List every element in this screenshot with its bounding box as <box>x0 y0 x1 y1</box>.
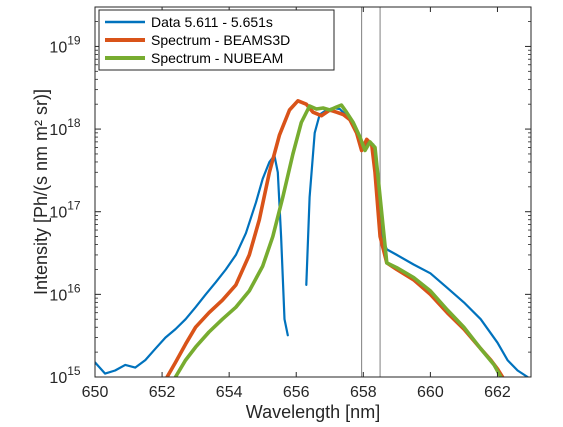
series-line-2-0 <box>173 103 503 377</box>
y-axis-label: Intensity [Ph/(s nm m² sr)] <box>31 89 51 295</box>
legend-label-0: Data 5.611 - 5.651s <box>151 14 273 30</box>
x-tick-label: 660 <box>417 384 444 401</box>
y-tick-label: 1018 <box>49 116 80 139</box>
y-tick-label: 1017 <box>49 199 80 222</box>
y-tick-label: 1019 <box>49 33 80 56</box>
series-line-1-0 <box>165 99 505 377</box>
plot-frame <box>94 6 532 378</box>
legend-label-1: Spectrum - BEAMS3D <box>151 32 290 48</box>
legend: Data 5.611 - 5.651s Spectrum - BEAMS3D Spe… <box>98 9 335 71</box>
series-group <box>95 99 529 377</box>
x-tick-label: 652 <box>149 384 176 401</box>
y-tick-label: 1015 <box>49 364 80 387</box>
y-axis-ticks: 1015 1016 1017 1018 1019 <box>49 6 531 387</box>
x-tick-label: 654 <box>216 384 243 401</box>
y-tick-label: 1016 <box>49 281 80 304</box>
x-tick-label: 656 <box>283 384 310 401</box>
x-tick-label: 658 <box>350 384 377 401</box>
x-tick-label: 662 <box>484 384 511 401</box>
x-axis-label: Wavelength [nm] <box>246 402 380 422</box>
x-axis-ticks: 650 652 654 656 658 660 662 <box>82 7 511 401</box>
x-tick-label: 650 <box>82 384 109 401</box>
legend-label-2: Spectrum - NUBEAM <box>151 50 283 66</box>
